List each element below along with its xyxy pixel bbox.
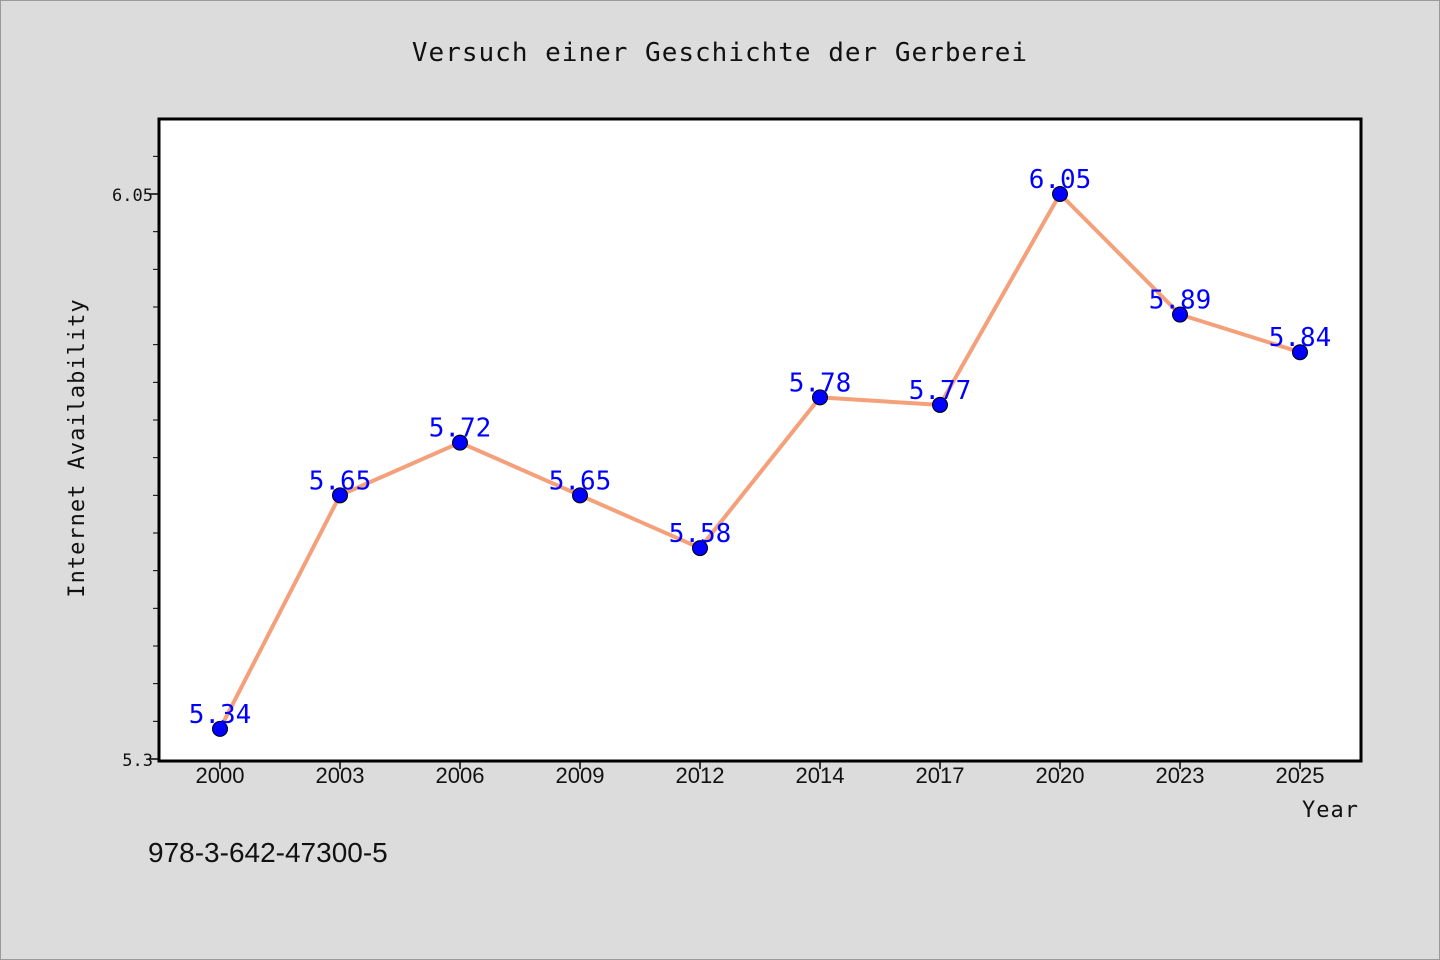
y-tick-label: 6.05 [112, 186, 153, 206]
x-tick-label: 2000 [196, 763, 245, 788]
x-tick-label: 2009 [556, 763, 605, 788]
x-tick-label: 2014 [796, 763, 845, 788]
data-label: 5.72 [429, 414, 492, 444]
x-tick-label: 2020 [1036, 763, 1085, 788]
data-label: 5.34 [189, 700, 252, 730]
x-tick-label: 2003 [316, 763, 365, 788]
data-label: 5.65 [309, 466, 372, 496]
data-point [1292, 344, 1308, 361]
data-point [1052, 186, 1068, 202]
data-label: 5.77 [909, 376, 972, 406]
plot-frame [157, 117, 1363, 763]
y-axis-label: Internet Availability [65, 298, 90, 597]
x-tick-label: 2025 [1276, 763, 1325, 788]
x-ticks: 2000 2003 2006 2009 2012 2014 2017 2020 2023 2025 [196, 761, 1325, 788]
isbn-footer: 978-3-642-47300-5 [148, 837, 388, 868]
data-labels: 5.34 5.65 5.72 5.65 5.58 5.78 5.77 6.05 5.89 5.84 [189, 165, 1332, 730]
data-label: 5.84 [1269, 323, 1332, 353]
x-tick-label: 2006 [436, 763, 485, 788]
data-label: 6.05 [1029, 165, 1092, 195]
y-major-ticks: 5.3 6.05 [112, 186, 159, 771]
data-label: 5.58 [669, 519, 732, 549]
data-label: 5.89 [1149, 286, 1212, 316]
chart-title: Versuch einer Geschichte der Gerberei [412, 38, 1028, 68]
data-point [212, 720, 228, 737]
x-tick-label: 2012 [676, 763, 725, 788]
data-label: 5.78 [789, 368, 852, 398]
data-point [572, 487, 588, 504]
y-tick-label: 5.3 [122, 751, 153, 771]
series-line [218, 192, 1301, 730]
series-markers [212, 186, 1308, 737]
data-point [692, 540, 708, 557]
data-point [812, 389, 828, 406]
data-point [452, 434, 468, 451]
data-label: 5.65 [549, 466, 612, 496]
data-point [332, 487, 348, 504]
data-point [932, 396, 948, 413]
plot-area [159, 119, 1361, 761]
x-axis-label: Year [1302, 798, 1359, 823]
data-point [1172, 306, 1188, 323]
x-tick-label: 2017 [916, 763, 965, 788]
x-tick-label: 2023 [1156, 763, 1205, 788]
